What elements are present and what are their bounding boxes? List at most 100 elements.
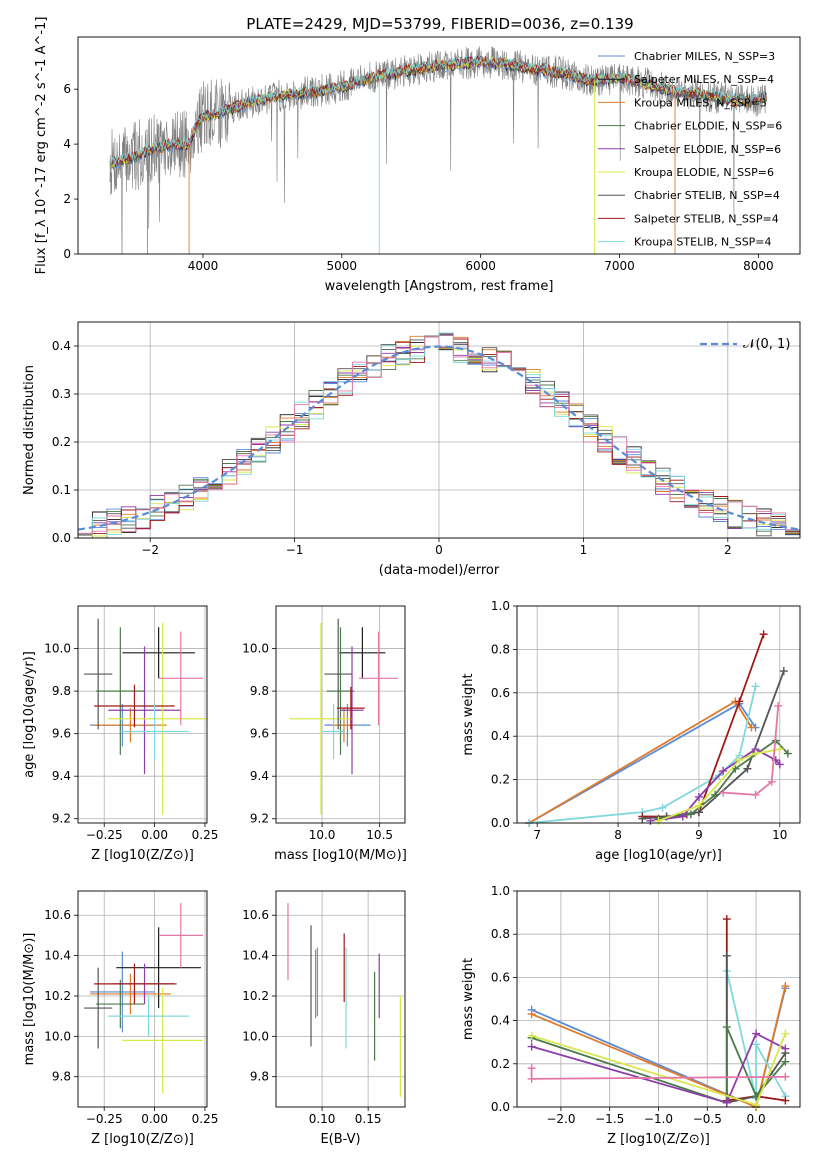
weight-marker [735,697,744,706]
y-tick-label: 0.6 [491,970,510,984]
x-tick-label: 5000 [327,259,358,273]
weight-marker [735,756,744,765]
y-tick-label: 10.4 [44,949,71,963]
data-point [84,967,113,1049]
y-tick-label: 1.0 [491,884,510,898]
weight-marker [719,766,728,775]
data-point [96,979,145,1029]
model-spectrum-line [109,55,767,166]
x-tick-label: 8000 [743,259,774,273]
weight-marker [527,1010,536,1019]
histogram-series [78,336,800,537]
x-tick-label: 10.0 [309,828,336,842]
histogram-series [78,336,800,538]
x-tick-label: 10.5 [366,828,393,842]
panel-massweight-vs-Z: −2.0 −1.5 −1.0 −0.5 0.0 0.0 0.2 0.4 0.6 0.8 1.0 Z [… [461,884,801,1147]
y-tick-label: 0.8 [491,927,510,941]
y-tick-label: 10.4 [242,949,269,963]
weight-marker [781,1057,790,1066]
weight-marker [751,682,760,691]
weight-marker [767,777,776,786]
y-tick-label: 0.1 [52,483,71,497]
panel-residuals: −2 −1 0 1 2 0.0 0.1 0.2 0.3 0.4 (data-model)/error… [22,321,801,578]
weight-marker [646,816,655,825]
legend-label: 𝒩(0, 1) [743,337,790,352]
x-axis-label: Z [log10(Z/Z⊙)] [607,1132,710,1147]
y-tick-label: 0.4 [491,1014,510,1028]
x-tick-label: 0 [435,543,443,557]
plot-frame [77,36,801,255]
x-tick-label: 0.25 [192,1112,219,1126]
weight-marker [686,810,695,819]
y-tick-label: 6 [63,82,71,96]
errorbar-points [289,618,399,815]
x-tick-label: −0.25 [86,1112,123,1126]
y-tick-label: 0.2 [52,435,71,449]
legend-label: Kroupa ELODIE, N_SSP=6 [634,166,774,179]
data-point [94,708,167,743]
x-tick-label: 7 [533,828,541,842]
y-tick-label: 0.0 [491,816,510,830]
x-axis-label: E(B-V) [320,1132,360,1147]
weight-marker [711,790,720,799]
y-tick-label: 9.4 [250,769,269,783]
y-tick-label: 10.0 [44,1029,71,1043]
x-axis-label: (data-model)/error [379,563,500,578]
weight-marker [751,790,760,799]
weight-marker [781,1072,790,1081]
weight-marker [654,816,663,825]
errorbar-points [84,618,207,815]
y-tick-label: 9.6 [250,727,269,741]
y-tick-label: 10.0 [242,642,269,656]
data-point [158,903,203,968]
spectrum-legend: Chabrier MILES, N_SSP=3 Salpeter MILES, N… [598,50,782,249]
legend-label: Chabrier STELIB, N_SSP=4 [634,189,780,202]
x-tick-label: −1.0 [644,1112,673,1126]
weight-series-line [658,748,780,822]
weight-series-line [531,1032,786,1104]
errorbar-points [287,903,401,1097]
y-tick-label: 0.8 [491,642,510,656]
data-point [289,623,353,815]
y-axis-label: mass weight [461,673,476,755]
data-point [322,703,346,760]
errorbar-points [84,903,203,1093]
x-tick-label: 10 [772,828,787,842]
y-tick-label: 2 [63,192,71,206]
weight-marker [775,745,784,754]
data-point [108,646,181,775]
figure-title: PLATE=2429, MJD=53799, FIBERID=0036, z=0… [246,15,633,33]
weight-marker [694,801,703,810]
weight-marker [743,764,752,773]
y-tick-label: 9.2 [52,812,71,826]
weight-lines [525,630,792,827]
y-tick-label: 0.0 [52,531,71,545]
plot-frame [77,321,801,539]
y-tick-label: 0.3 [52,387,71,401]
weight-marker [719,788,728,797]
legend-label: Kroupa MILES, N_SSP=3 [634,96,767,109]
weight-marker [781,1044,790,1053]
y-tick-label: 10.0 [44,642,71,656]
data-point [326,627,355,755]
weight-marker [527,1031,536,1040]
data-point [116,927,201,1009]
legend-label: Salpeter ELODIE, N_SSP=6 [634,143,781,156]
weight-marker [722,1098,731,1107]
data-point [122,987,203,1093]
legend-label: Chabrier ELODIE, N_SSP=6 [634,120,782,133]
weight-series-line [642,633,765,818]
histogram-steps [78,332,800,538]
y-tick-label: 0.0 [491,1100,510,1114]
x-tick-label: 9 [695,828,703,842]
data-point [340,646,364,775]
x-tick-label: −0.5 [693,1112,722,1126]
weight-marker [781,1096,790,1105]
y-tick-label: 9.2 [250,812,269,826]
y-tick-label: 0.2 [491,1057,510,1071]
weight-marker [527,1042,536,1051]
legend-label: Salpeter MILES, N_SSP=4 [634,73,774,86]
data-point [358,631,399,726]
y-tick-label: 0 [63,247,71,261]
